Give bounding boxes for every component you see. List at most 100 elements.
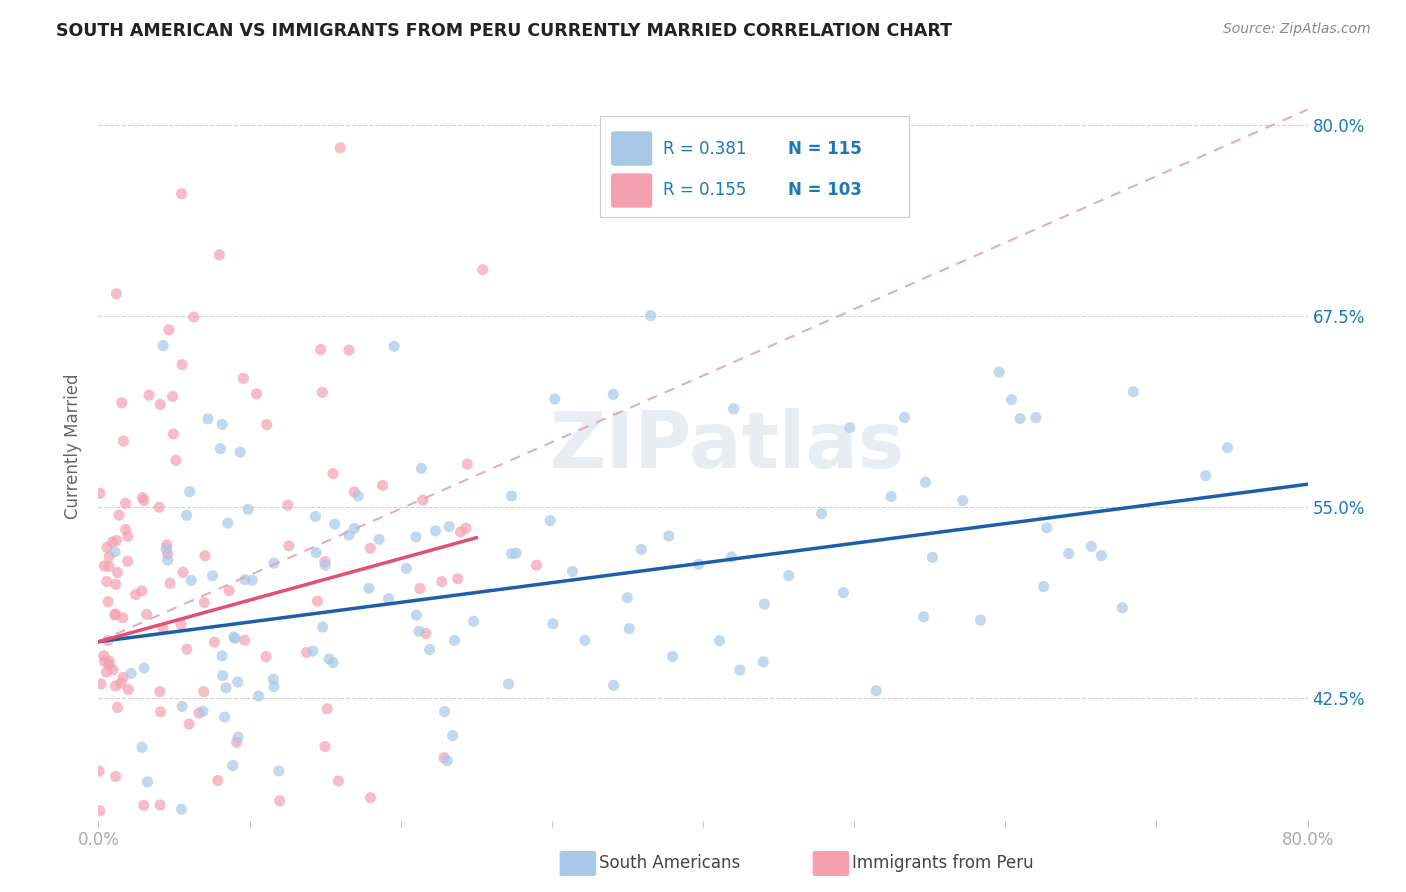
Point [98,657,121,672]
Point [988,365,1011,379]
Point [314,739,336,754]
Point [179,484,201,499]
Point [218,583,240,598]
Y-axis label: Currently Married: Currently Married [65,373,83,519]
Point [97,559,120,574]
Point [108,508,131,522]
Point [1010,411,1032,425]
Point [602,387,624,401]
Point [104,607,127,621]
Point [709,633,731,648]
Point [329,141,352,155]
Point [149,684,172,698]
Point [501,547,523,561]
Point [232,371,254,385]
Point [1216,441,1239,455]
Point [544,392,567,406]
Point [97,595,120,609]
Point [170,358,193,372]
Point [193,684,215,698]
Text: R = 0.381: R = 0.381 [664,139,747,158]
Point [658,529,681,543]
Point [360,790,382,805]
Point [166,824,188,838]
Point [193,595,215,609]
Point [328,774,350,789]
Point [720,549,742,564]
FancyBboxPatch shape [612,173,652,208]
Point [616,591,638,605]
Point [256,417,278,432]
Point [498,677,520,691]
Text: ZIPatlas: ZIPatlas [550,408,904,484]
Point [359,541,381,556]
Point [433,750,456,764]
Point [211,417,233,432]
Point [89,486,111,500]
Point [149,397,172,411]
Point [263,556,285,570]
Point [688,558,710,572]
Point [405,530,427,544]
Point [97,633,120,648]
Text: N = 115: N = 115 [787,139,862,158]
Point [278,539,301,553]
Point [172,699,194,714]
Point [136,775,159,789]
Point [246,386,269,401]
Point [778,568,800,582]
Point [152,338,174,352]
Point [224,632,246,646]
Point [357,582,380,596]
Point [132,493,155,508]
Point [226,730,249,744]
Point [865,683,887,698]
Point [415,626,437,640]
Point [382,339,405,353]
Point [305,546,328,560]
Point [107,700,129,714]
Point [471,262,494,277]
Point [131,583,153,598]
Point [111,611,134,625]
Point [630,542,652,557]
Point [456,457,478,471]
Point [162,389,184,403]
Point [165,453,187,467]
Point [640,309,662,323]
Point [454,521,477,535]
Point [267,764,290,778]
Point [226,675,249,690]
Text: R = 0.155: R = 0.155 [664,181,747,200]
Point [155,541,177,556]
Point [316,702,339,716]
Point [1195,468,1218,483]
Point [337,343,360,358]
Point [309,343,332,357]
Point [211,648,233,663]
Point [1080,540,1102,554]
Point [752,655,775,669]
Point [214,710,236,724]
FancyBboxPatch shape [612,131,652,166]
Point [156,553,179,567]
Point [104,607,127,622]
Point [269,794,291,808]
Point [1036,521,1059,535]
Point [810,507,832,521]
Point [229,445,252,459]
Point [117,682,139,697]
Point [110,676,132,690]
Point [138,388,160,402]
Point [314,558,336,573]
Point [132,661,155,675]
Point [156,547,179,561]
Point [207,773,229,788]
Point [619,622,641,636]
Point [105,533,128,548]
Point [1032,580,1054,594]
Point [343,485,366,500]
Point [204,635,226,649]
Point [419,642,441,657]
Point [436,754,458,768]
